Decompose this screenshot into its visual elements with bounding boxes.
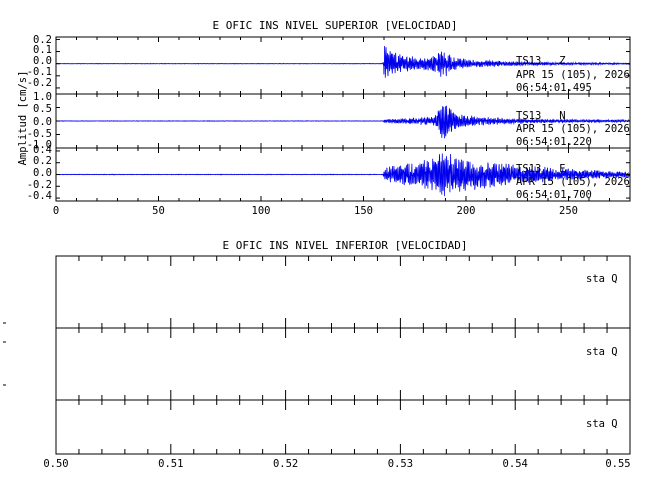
trace-e-component: E [559,163,565,175]
y-tick-label: 0.2 [33,155,52,167]
lower-trace-1: sta Q [55,255,631,329]
trace-n-component: N [559,110,565,122]
lower-trace-1-frame [55,255,631,329]
waveform-trace-n [55,105,631,139]
y-tick-label: 0.2 [33,34,52,46]
lower-trace-2-label: sta Q [586,346,618,358]
lower-panel-title: E OFIC INS NIVEL INFERIOR [VELOCIDAD] [222,239,467,252]
lower-trace-1-label: sta Q [586,273,618,285]
trace-n-station-code: TS13 [516,110,541,122]
y-tick-label: 0.4 [33,144,52,156]
lower-trace-3-frame [55,399,631,455]
trace-n-time: 06:54:01.220 [516,136,592,148]
trace-e-y-ticks: 0.4 0.2 0.0 -0.2 -0.4 [27,144,52,202]
x-tick-label: 0.54 [503,458,528,470]
trace-n-date: APR 15 (105), 2026 [516,123,630,135]
trace-z-component: Z [559,55,565,67]
x-tick-label: 0.55 [605,458,630,470]
upper-y-axis-label: Amplitud [cm/s] [17,71,29,166]
trace-z-station-code: TS13 [516,55,541,67]
trace-z-date: APR 15 (105), 2026 [516,69,630,81]
trace-e-time: 06:54:01.700 [516,189,592,201]
y-tick-label: 1.0 [33,91,52,103]
x-tick-label: 50 [152,205,165,217]
y-tick-label: -0.1 [27,66,52,78]
x-tick-label: 250 [559,205,578,217]
x-tick-label: 150 [354,205,373,217]
y-tick-label: 0.1 [33,44,52,56]
waveform-trace-z [56,45,631,78]
y-tick-label: -1.0 [27,139,52,151]
y-tick-label: 0.5 [33,103,52,115]
trace-z-y-ticks: 0.2 0.1 0.0 -0.1 -0.2 [27,34,52,89]
trace-e-station-code: TS13 [516,163,541,175]
x-tick-label: 0 [53,205,59,217]
x-tick-label: 0.51 [158,458,183,470]
waveform-trace-e [55,153,631,197]
trace-z-station: TS13 Z [516,55,566,67]
x-tick-label: 0.52 [273,458,298,470]
trace-z-time: 06:54:01.495 [516,82,592,94]
lower-x-axis: 0.50 0.51 0.52 0.53 0.54 0.55 [43,458,630,470]
x-tick-label: 0.53 [388,458,413,470]
y-tick-label: -0.4 [27,190,52,202]
y-tick-label: -0.2 [27,179,52,191]
trace-n-y-ticks: 1.0 0.5 0.0 -0.5 -1.0 [27,91,52,151]
x-tick-label: 0.50 [43,458,68,470]
y-tick-label: -0.5 [27,128,52,140]
lower-trace-2-frame [55,327,631,401]
trace-n-station: TS13 N [516,110,566,122]
lower-trace-2: sta Q [55,327,631,401]
y-tick-label: 0.0 [33,167,52,179]
upper-trace-e: 0.4 0.2 0.0 -0.2 -0.4 TS13 E APR 15 (105)… [27,144,631,202]
y-tick-label: -0.2 [27,77,52,89]
trace-e-station: TS13 E [516,163,566,175]
lower-trace-3: sta Q [55,399,631,455]
upper-trace-n: 1.0 0.5 0.0 -0.5 -1.0 TS13 N APR 15 (105)… [27,91,631,151]
trace-e-date: APR 15 (105), 2026 [516,176,630,188]
left-edge-marks [3,322,6,386]
x-tick-label: 100 [252,205,271,217]
upper-trace-z: 0.2 0.1 0.0 -0.1 -0.2 TS13 Z APR 15 (105)… [27,34,631,95]
y-tick-label: 0.0 [33,116,52,128]
upper-panel-title: E OFIC INS NIVEL SUPERIOR [VELOCIDAD] [212,19,457,32]
y-tick-label: 0.0 [33,55,52,67]
upper-x-axis: 0 50 100 150 200 250 [53,205,578,217]
lower-trace-3-label: sta Q [586,418,618,430]
x-tick-label: 200 [457,205,476,217]
